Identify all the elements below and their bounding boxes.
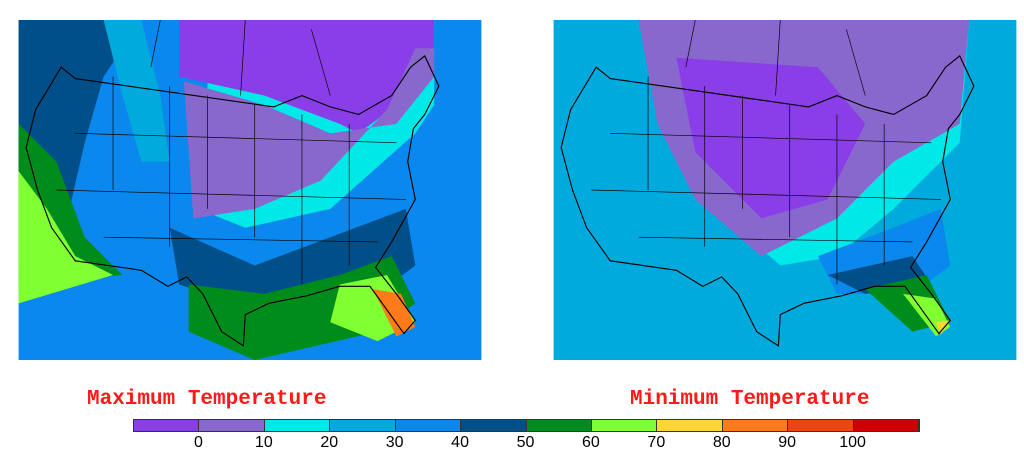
legend-label: 0 <box>193 434 203 451</box>
legend-swatch <box>264 420 331 431</box>
min-temperature-map <box>560 20 975 347</box>
legend-swatch <box>657 420 723 431</box>
legend-label: 100 <box>839 434 866 451</box>
legend-swatch <box>134 420 200 431</box>
legend-label: 70 <box>647 434 666 451</box>
legend-label: 30 <box>385 434 404 451</box>
legend-label: 60 <box>582 434 600 451</box>
legend-label: 20 <box>320 434 339 451</box>
legend-label: 80 <box>712 434 731 451</box>
legend-label: 10 <box>254 434 273 451</box>
legend-label: 40 <box>451 434 469 451</box>
legend-swatch <box>461 420 527 431</box>
max-temperature-map <box>25 20 440 347</box>
legend-swatch <box>853 420 920 431</box>
temperature-legend-bar <box>133 419 920 432</box>
max-temperature-title: Maximum Temperature <box>87 388 327 411</box>
min-temperature-title: Minimum Temperature <box>630 388 870 411</box>
legend-swatch <box>330 420 396 431</box>
legend-swatch <box>199 420 265 431</box>
legend-label: 50 <box>516 434 535 451</box>
legend-swatch <box>788 420 854 431</box>
legend-label: 90 <box>778 434 797 451</box>
legend-swatch <box>591 420 658 431</box>
legend-swatch <box>395 420 462 431</box>
legend-swatch <box>722 420 789 431</box>
legend-swatch <box>526 420 592 431</box>
